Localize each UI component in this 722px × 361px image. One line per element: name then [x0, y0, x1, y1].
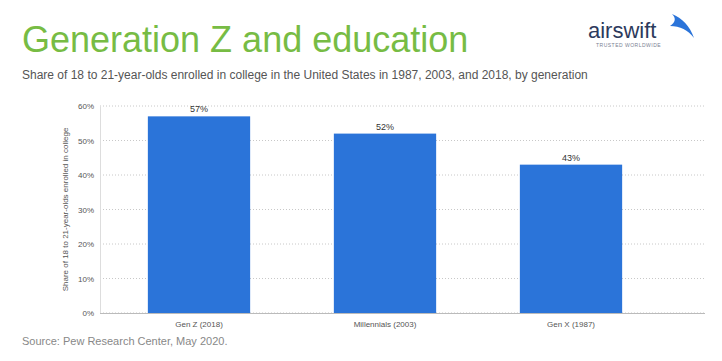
- bars: [148, 116, 622, 313]
- y-tick: 50%: [78, 137, 100, 146]
- bar: [334, 134, 436, 313]
- x-axis: Gen Z (2018) Millennials (2003) Gen X (198…: [100, 313, 705, 329]
- x-tick: Gen Z (2018): [175, 313, 223, 329]
- y-axis: 0% 10% 20% 30% 40% 50% 60%: [78, 102, 101, 318]
- x-tick: Gen X (1987): [547, 313, 595, 329]
- y-tick-label: 40%: [78, 171, 94, 180]
- y-tick: 40%: [78, 171, 100, 180]
- data-label: 52%: [376, 122, 394, 132]
- title: Generation Z and education: [22, 19, 468, 60]
- logo-bird: [670, 14, 694, 38]
- x-tick-label: Gen Z (2018): [175, 320, 223, 329]
- bar: [520, 165, 622, 313]
- x-tick-label: Gen X (1987): [547, 320, 595, 329]
- subtitle: Share of 18 to 21-year-olds enrolled in …: [22, 68, 588, 82]
- logo-name: airswift: [588, 18, 656, 43]
- data-label: 57%: [190, 104, 208, 114]
- y-tick-label: 10%: [78, 275, 94, 284]
- y-tick-label: 20%: [78, 240, 94, 249]
- grid: [100, 106, 705, 313]
- y-tick-label: 60%: [78, 102, 94, 111]
- logo-tagline: TRUSTED WORLDWIDE: [596, 42, 661, 48]
- source: Source: Pew Research Center, May 2020.: [22, 335, 227, 347]
- y-tick-label: 0%: [82, 309, 94, 318]
- y-tick: 30%: [78, 206, 100, 215]
- data-labels: 57% 52% 43%: [190, 104, 580, 162]
- x-tick-label: Millennials (2003): [354, 320, 417, 329]
- y-tick: 0%: [82, 309, 100, 318]
- y-tick: 20%: [78, 240, 100, 249]
- y-axis-title: Share of 18 to 21-year-olds enrolled in …: [61, 127, 70, 291]
- chart: Generation Z and education airswiftTRUSTE…: [0, 0, 722, 361]
- y-axis-line: [100, 107, 101, 314]
- data-label: 43%: [562, 153, 580, 163]
- y-tick: 60%: [78, 102, 100, 111]
- bar: [148, 116, 250, 313]
- x-axis-line: [100, 313, 705, 314]
- logo: airswiftTRUSTED WORLDWIDE: [588, 14, 694, 48]
- x-tick: Millennials (2003): [354, 313, 417, 329]
- y-tick: 10%: [78, 275, 100, 284]
- y-tick-label: 30%: [78, 206, 94, 215]
- y-tick-label: 50%: [78, 137, 94, 146]
